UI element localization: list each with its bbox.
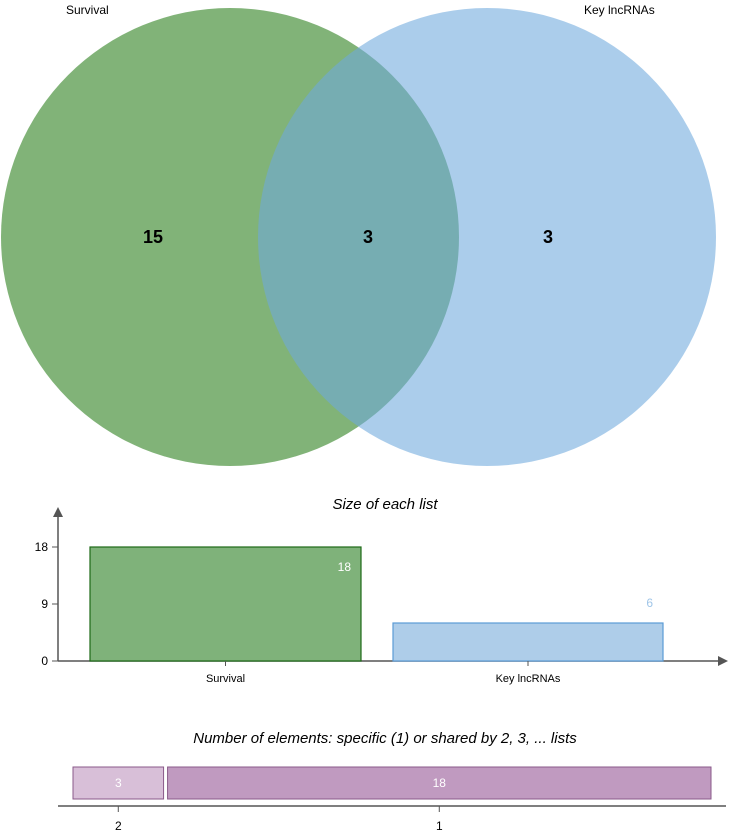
venn-set-label-survival: Survival xyxy=(66,3,109,17)
segment-value-label: 18 xyxy=(433,776,447,790)
venn-set-label-key-lncrnas: Key lncRNAs xyxy=(584,3,655,17)
segment-shared-by-1 xyxy=(167,766,712,800)
venn-count-intersection: 3 xyxy=(363,227,373,247)
venn-circle-key-lncrnas xyxy=(258,8,716,466)
list-size-chart-title: Size of each list xyxy=(332,496,438,513)
y-tick-label: 18 xyxy=(35,540,49,554)
x-tick-label: Key lncRNAs xyxy=(496,673,561,685)
bar-key-lncrnas xyxy=(392,622,664,662)
segment-category-label: 1 xyxy=(436,819,443,833)
shared-elements-chart-title: Number of elements: specific (1) or shar… xyxy=(193,730,577,747)
segment-value-label: 3 xyxy=(115,776,122,790)
bar-value-label: 6 xyxy=(646,596,653,610)
venn-diagram: Survival Key lncRNAs 15 3 3 xyxy=(1,3,716,466)
venn-count-survival-only: 15 xyxy=(143,227,163,247)
shared-elements-chart: Number of elements: specific (1) or shar… xyxy=(58,730,726,833)
y-tick-label: 0 xyxy=(41,654,48,668)
venn-count-key-lncrnas-only: 3 xyxy=(543,227,553,247)
y-tick-label: 9 xyxy=(41,597,48,611)
segment-category-label: 2 xyxy=(115,819,122,833)
bar-value-label: 18 xyxy=(338,560,352,574)
bar-survival xyxy=(89,546,362,662)
segment-shared-by-2 xyxy=(72,766,165,800)
x-tick-label: Survival xyxy=(206,673,245,685)
list-size-chart: Size of each list 0 9 18 18 Survival 6 Key ln… xyxy=(35,496,728,685)
